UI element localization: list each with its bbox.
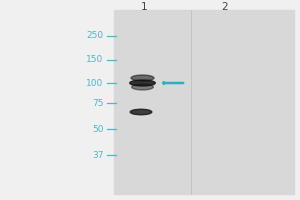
Text: 75: 75 bbox=[92, 98, 103, 108]
Text: 1: 1 bbox=[141, 2, 147, 12]
Ellipse shape bbox=[130, 109, 152, 115]
Text: 50: 50 bbox=[92, 124, 103, 134]
Text: 2: 2 bbox=[222, 2, 228, 12]
Ellipse shape bbox=[130, 80, 155, 86]
Bar bbox=[114, 10, 294, 194]
Text: 100: 100 bbox=[86, 78, 103, 88]
Text: 250: 250 bbox=[86, 31, 103, 40]
Ellipse shape bbox=[132, 84, 153, 90]
Text: 150: 150 bbox=[86, 55, 103, 64]
Ellipse shape bbox=[131, 75, 154, 81]
Text: 37: 37 bbox=[92, 150, 103, 160]
